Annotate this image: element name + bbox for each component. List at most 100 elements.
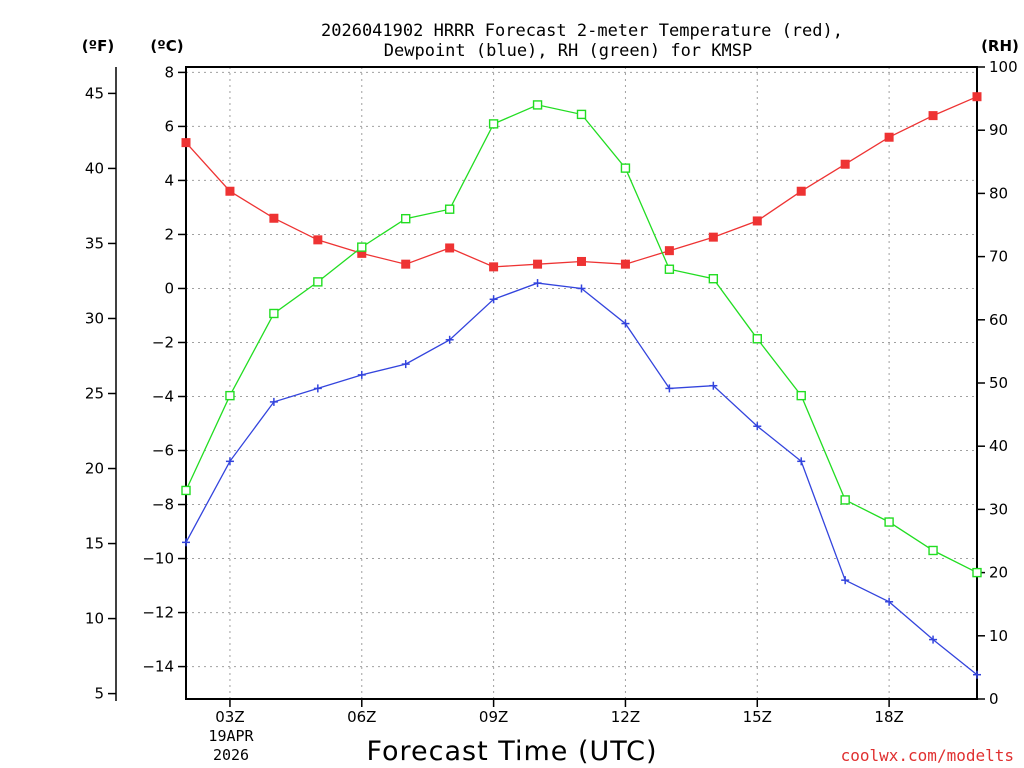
- x-tick-label: 06Z: [347, 708, 376, 726]
- rh-point: [884, 517, 894, 527]
- rh-point: [357, 242, 367, 252]
- dewpoint-point: [841, 576, 850, 585]
- chart-title-line1: 2026041902 HRRR Forecast 2-meter Tempera…: [321, 21, 843, 41]
- dewpoint-point: [357, 370, 366, 379]
- celsius-tick-label: −10: [142, 550, 174, 568]
- dewpoint-point: [225, 457, 234, 466]
- fahrenheit-tick-label: 45: [85, 84, 104, 102]
- x-tick-label: 09Z: [479, 708, 508, 726]
- dewpoint-point: [401, 360, 410, 369]
- dewpoint-point: [269, 397, 278, 406]
- temperature-point: [972, 92, 982, 102]
- dewpoint-point: [621, 319, 630, 328]
- rh-point: [620, 163, 631, 173]
- dewpoint-point: [709, 381, 718, 390]
- rh-tick-label: 30: [989, 500, 1008, 518]
- temperature-point: [313, 235, 323, 245]
- dewpoint-point: [533, 279, 542, 288]
- temperature-point: [928, 111, 938, 121]
- temperature-point: [181, 138, 191, 148]
- temperature-point: [489, 262, 499, 272]
- rh-tick-label: 90: [989, 121, 1008, 139]
- rh-tick-label: 40: [989, 437, 1008, 455]
- fahrenheit-tick-label: 10: [85, 610, 104, 628]
- data-series: [181, 92, 982, 679]
- grid-lines: [186, 67, 977, 699]
- temperature-point: [269, 213, 279, 223]
- rh-point: [313, 277, 323, 287]
- dewpoint-point: [445, 335, 454, 344]
- rh-point: [269, 308, 279, 319]
- rh-point: [708, 274, 719, 284]
- dewpoint-point: [885, 597, 894, 606]
- x-tick-label: 03Z: [215, 708, 244, 726]
- rh-point: [752, 334, 762, 344]
- rh-point: [972, 567, 982, 578]
- temperature-point: [620, 259, 630, 269]
- rh-tick-label: 0: [989, 690, 999, 708]
- date-label-month: 19APR: [208, 727, 254, 745]
- x-tick-label: 15Z: [743, 708, 772, 726]
- rh-point: [181, 485, 191, 496]
- rh-point: [664, 264, 675, 274]
- celsius-tick-label: 8: [164, 63, 174, 81]
- rh-point: [928, 545, 938, 556]
- rh-tick-label: 50: [989, 374, 1008, 392]
- temperature-point: [796, 186, 806, 196]
- dewpoint-point: [929, 635, 938, 644]
- temperature-point: [225, 186, 235, 196]
- celsius-tick-label: −6: [152, 442, 174, 460]
- celsius-tick-label: −8: [152, 496, 174, 514]
- dewpoint-point: [577, 284, 586, 293]
- dewpoint-line: [185, 282, 978, 676]
- temperature-point: [664, 246, 674, 256]
- celsius-tick-label: 2: [164, 225, 174, 243]
- celsius-tick-label: −4: [152, 388, 174, 406]
- rh-line: [185, 104, 978, 574]
- temperature-point: [840, 159, 850, 169]
- fahrenheit-tick-label: 15: [85, 535, 104, 553]
- celsius-tick-label: −2: [152, 333, 174, 351]
- dewpoint-point: [182, 538, 190, 547]
- plot-frame: [185, 66, 978, 700]
- dewpoint-point: [797, 457, 806, 466]
- dewpoint-point: [753, 422, 762, 431]
- temperature-point: [445, 243, 455, 253]
- fahrenheit-tick-label: 35: [85, 234, 104, 252]
- rh-tick-label: 70: [989, 248, 1008, 266]
- x-tick-label: 18Z: [874, 708, 903, 726]
- temperature-point: [884, 132, 894, 142]
- rh-point: [532, 100, 543, 110]
- temperature-point: [577, 256, 586, 266]
- fahrenheit-tick-label: 30: [85, 309, 104, 327]
- celsius-tick-label: −12: [142, 604, 174, 622]
- dewpoint-point: [313, 384, 322, 393]
- rh-tick-label: 10: [989, 627, 1008, 645]
- rh-point: [401, 213, 411, 224]
- rh-point: [840, 495, 850, 505]
- celsius-tick-label: −14: [142, 658, 174, 676]
- fahrenheit-tick-label: 20: [85, 460, 104, 478]
- temperature-point: [401, 259, 411, 269]
- rh-point: [225, 390, 235, 401]
- fahrenheit-tick-label: 25: [85, 385, 104, 403]
- rh-tick-label: 80: [989, 184, 1008, 202]
- temperature-point: [708, 232, 718, 242]
- temperature-line: [185, 96, 978, 268]
- rh-point: [444, 204, 455, 214]
- rh-tick-label: 20: [989, 564, 1008, 582]
- rh-unit-label: (RH): [981, 37, 1019, 55]
- temperature-point: [752, 216, 762, 226]
- celsius-tick-label: 0: [164, 279, 174, 297]
- fahrenheit-tick-label: 5: [94, 685, 104, 703]
- celsius-unit-label: (ºC): [150, 37, 183, 55]
- rh-point: [488, 119, 499, 129]
- celsius-tick-label: 6: [164, 117, 174, 135]
- fahrenheit-unit-label: (ºF): [82, 37, 114, 55]
- rh-tick-label: 60: [989, 311, 1008, 329]
- fahrenheit-tick-label: 40: [85, 159, 104, 177]
- rh-point: [796, 390, 806, 401]
- date-label-year: 2026: [213, 746, 249, 764]
- axes: 86420−2−4−6−8−10−12−14454035302520151051…: [85, 58, 1018, 726]
